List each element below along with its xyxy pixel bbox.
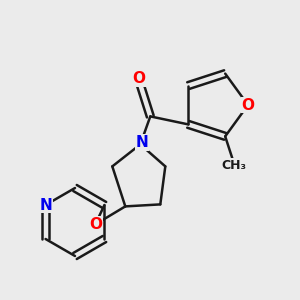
Text: O: O [242,98,254,112]
Text: CH₃: CH₃ [221,158,246,172]
Text: N: N [136,135,149,150]
Text: N: N [39,197,52,212]
Text: O: O [132,71,145,86]
Text: O: O [89,217,102,232]
